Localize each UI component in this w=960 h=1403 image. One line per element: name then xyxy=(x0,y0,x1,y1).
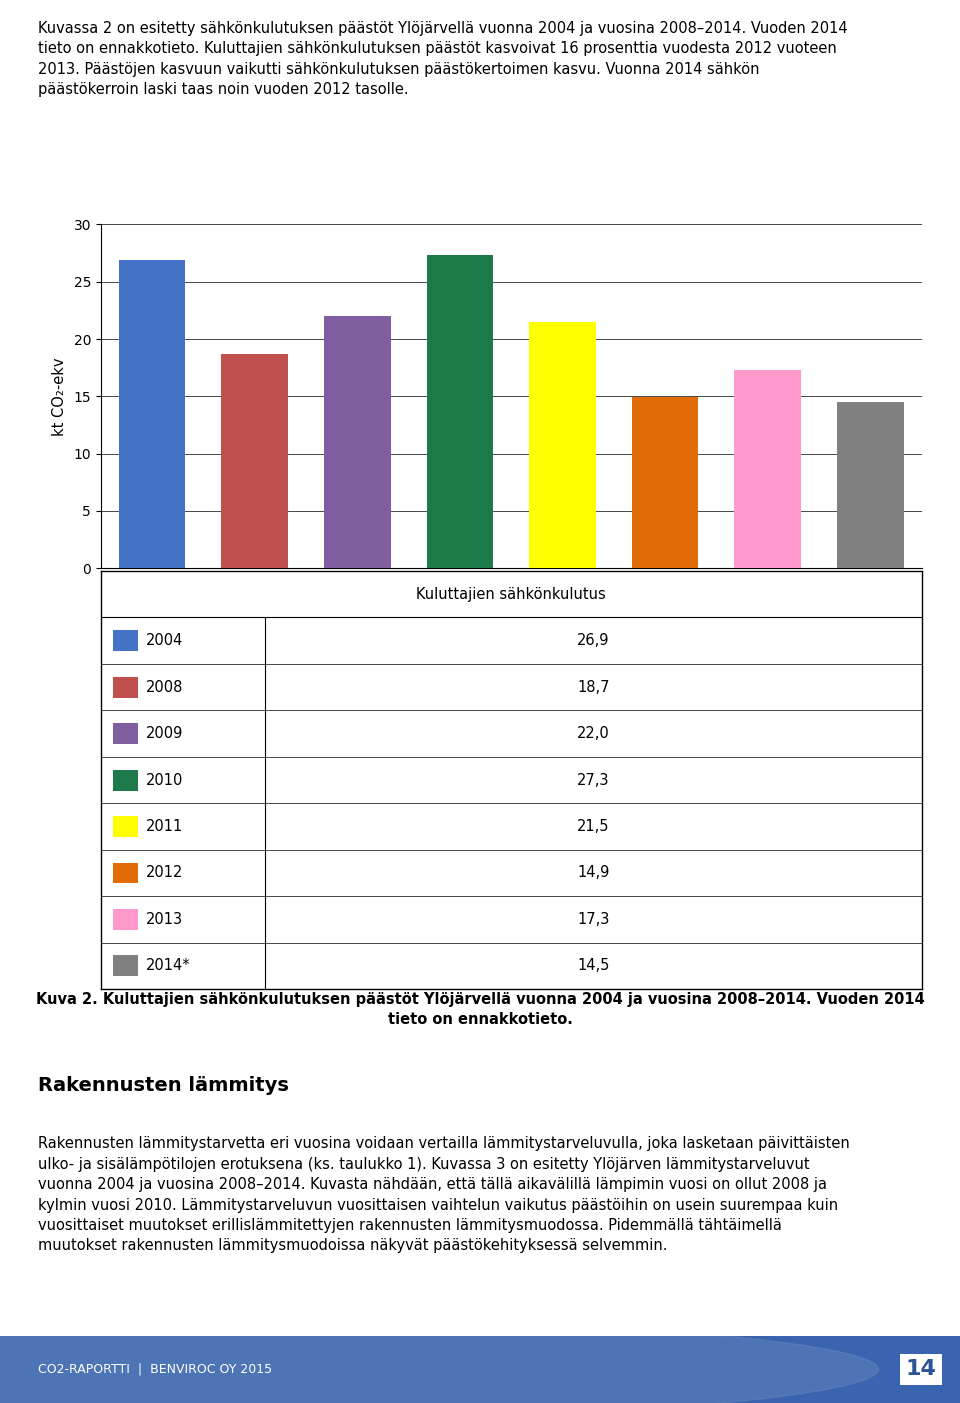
Bar xyxy=(734,370,801,568)
Bar xyxy=(113,955,137,976)
Circle shape xyxy=(0,1295,960,1403)
Bar xyxy=(113,770,137,790)
Bar xyxy=(113,909,137,930)
Text: 2013: 2013 xyxy=(146,912,183,927)
Text: Rakennusten lämmitys: Rakennusten lämmitys xyxy=(38,1076,289,1096)
Bar xyxy=(113,630,137,651)
Bar xyxy=(837,403,903,568)
Text: 21,5: 21,5 xyxy=(577,819,610,833)
Text: 17,3: 17,3 xyxy=(577,912,610,927)
Text: 18,7: 18,7 xyxy=(577,679,610,694)
Bar xyxy=(113,817,137,838)
Bar xyxy=(426,255,493,568)
Text: 14,5: 14,5 xyxy=(577,958,610,974)
Bar xyxy=(113,863,137,884)
Circle shape xyxy=(0,1312,878,1403)
Text: 26,9: 26,9 xyxy=(577,633,610,648)
Bar xyxy=(222,354,288,568)
Bar xyxy=(119,260,185,568)
Text: 2011: 2011 xyxy=(146,819,183,833)
Text: 2009: 2009 xyxy=(146,727,183,741)
Bar xyxy=(324,316,391,568)
Text: 14,9: 14,9 xyxy=(577,866,610,881)
Bar xyxy=(632,397,699,568)
Bar xyxy=(113,723,137,744)
Text: Kuvassa 2 on esitetty sähkönkulutuksen päästöt Ylöjärvellä vuonna 2004 ja vuosin: Kuvassa 2 on esitetty sähkönkulutuksen p… xyxy=(38,21,848,97)
Text: 2008: 2008 xyxy=(146,679,183,694)
Text: 14: 14 xyxy=(905,1360,936,1379)
Text: Kuluttajien sähkönkulutus: Kuluttajien sähkönkulutus xyxy=(417,586,606,602)
Text: 2010: 2010 xyxy=(146,773,183,787)
Text: 22,0: 22,0 xyxy=(577,727,610,741)
Text: 2014*: 2014* xyxy=(146,958,191,974)
Text: 2004: 2004 xyxy=(146,633,183,648)
Y-axis label: kt CO₂-ekv: kt CO₂-ekv xyxy=(52,358,66,435)
Text: 2012: 2012 xyxy=(146,866,183,881)
Text: Rakennusten lämmitystarvetta eri vuosina voidaan vertailla lämmitystarveluvulla,: Rakennusten lämmitystarvetta eri vuosina… xyxy=(38,1136,851,1253)
Text: Kuva 2. Kuluttajien sähkönkulutuksen päästöt Ylöjärvellä vuonna 2004 ja vuosina : Kuva 2. Kuluttajien sähkönkulutuksen pää… xyxy=(36,992,924,1027)
Text: 27,3: 27,3 xyxy=(577,773,610,787)
Bar xyxy=(529,321,596,568)
Bar xyxy=(113,676,137,697)
Text: CO2-RAPORTTI  |  BENVIROC OY 2015: CO2-RAPORTTI | BENVIROC OY 2015 xyxy=(38,1362,273,1376)
